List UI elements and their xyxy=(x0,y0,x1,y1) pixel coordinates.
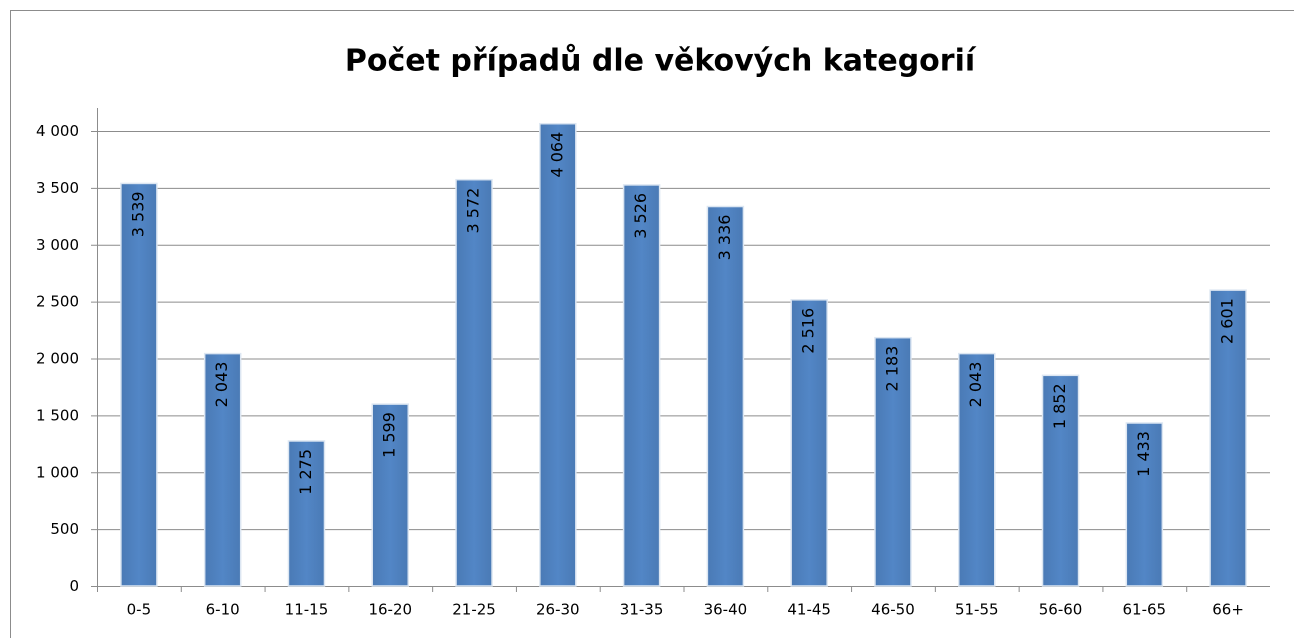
x-tick-label: 31-35 xyxy=(620,601,664,619)
y-tick-label: 500 xyxy=(50,520,79,538)
x-tick-label: 51-55 xyxy=(955,601,999,619)
chart-title: Počet případů dle věkových kategorií xyxy=(345,43,977,79)
x-tick-label: 26-30 xyxy=(536,601,580,619)
y-tick-label: 3 500 xyxy=(36,179,79,197)
bar xyxy=(1125,422,1164,587)
x-tick-label: 61-65 xyxy=(1123,601,1167,619)
data-label: 4 064 xyxy=(547,132,566,178)
bar xyxy=(622,184,661,587)
data-label: 2 043 xyxy=(966,362,985,408)
bar xyxy=(1041,374,1080,587)
data-label: 3 539 xyxy=(128,191,147,237)
data-label: 2 601 xyxy=(1218,298,1237,344)
y-tick-label: 4 000 xyxy=(36,122,79,140)
data-label: 1 599 xyxy=(380,412,399,458)
bar xyxy=(287,440,326,587)
bar xyxy=(455,178,493,587)
data-label: 3 572 xyxy=(464,188,483,234)
y-tick-label: 0 xyxy=(69,577,79,595)
bar xyxy=(539,122,577,587)
x-tick-label: 16-20 xyxy=(368,601,412,619)
data-label: 2 183 xyxy=(882,346,901,392)
data-label: 2 043 xyxy=(212,362,231,408)
data-label: 3 526 xyxy=(631,193,650,239)
bar xyxy=(120,182,158,587)
data-label: 1 433 xyxy=(1134,431,1153,477)
data-label: 2 516 xyxy=(799,308,818,354)
y-tick-label: 3 000 xyxy=(36,236,79,254)
chart-border xyxy=(10,10,1294,638)
bar xyxy=(706,205,745,587)
bar xyxy=(958,352,996,587)
y-tick-label: 2 500 xyxy=(36,293,79,311)
x-tick-label: 66+ xyxy=(1212,601,1244,619)
x-tick-label: 56-60 xyxy=(1039,601,1083,619)
data-label: 3 336 xyxy=(715,215,734,261)
bar xyxy=(874,336,912,587)
x-tick-label: 6-10 xyxy=(206,601,240,619)
x-tick-label: 41-45 xyxy=(787,601,831,619)
x-tick-label: 46-50 xyxy=(871,601,915,619)
data-label: 1 852 xyxy=(1050,383,1069,429)
data-label: 1 275 xyxy=(296,449,315,495)
x-tick-label: 11-15 xyxy=(285,601,329,619)
y-tick-label: 1 000 xyxy=(36,463,79,481)
bar xyxy=(203,352,242,587)
bar xyxy=(371,403,409,587)
y-tick-label: 2 000 xyxy=(36,350,79,368)
x-tick-label: 36-40 xyxy=(704,601,748,619)
x-tick-label: 21-25 xyxy=(452,601,496,619)
bar xyxy=(1209,289,1247,587)
bar xyxy=(790,299,828,587)
x-tick-label: 0-5 xyxy=(127,601,152,619)
y-tick-label: 1 500 xyxy=(36,406,79,424)
